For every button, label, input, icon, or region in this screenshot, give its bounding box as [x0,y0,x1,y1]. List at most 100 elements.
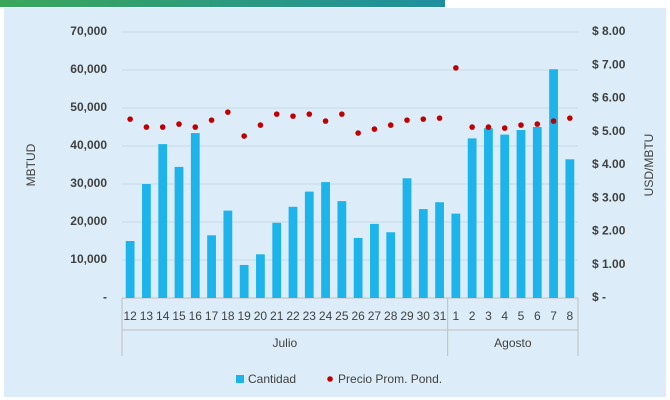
bar [190,133,200,298]
header-strip [0,0,445,7]
bar [370,223,379,298]
bar [549,69,558,299]
y2-tick-label: $ 7.00 [592,57,626,71]
bar [484,128,493,298]
x-tick-label: 29 [400,309,414,323]
x-tick-label: 20 [254,309,268,323]
x-tick-label: 5 [518,309,525,323]
group-label: Agosto [494,336,532,350]
bar [321,182,330,298]
price-dot [339,111,345,117]
x-tick-label: 8 [567,309,574,323]
bar [223,210,233,298]
bar [174,166,184,298]
bar [158,144,168,298]
x-tick-label: 28 [384,309,398,323]
legend-swatch [236,375,244,383]
y2-axis-title: USD/MBTU [642,134,656,197]
legend-swatch [327,376,333,382]
price-dot [355,130,361,136]
bar [565,159,575,298]
legend-label: Precio Prom. Pond. [338,372,442,386]
x-tick-label: 17 [205,309,219,323]
y-tick-label: 30,000 [70,176,107,190]
x-tick-label: 23 [303,309,317,323]
bar [256,254,265,298]
x-tick-label: 30 [417,309,431,323]
bar [467,138,477,298]
x-tick-label: 22 [286,309,300,323]
x-tick-label: 7 [550,309,557,323]
x-tick-label: 6 [534,309,541,323]
price-dot [420,116,427,122]
bar [532,127,542,298]
y2-tick-label: $ 5.00 [592,124,626,138]
x-tick-label: 15 [172,309,186,323]
y2-tick-label: $ 2.00 [592,224,626,238]
x-tick-label: 25 [335,309,349,323]
price-dot [518,122,524,128]
x-tick-label: 12 [123,309,137,323]
y-tick-label: 70,000 [70,24,107,38]
x-tick-label: 2 [469,309,476,323]
price-dot [453,65,459,71]
bar [142,184,151,298]
y2-tick-label: $ 3.00 [592,190,626,204]
price-dot [371,126,378,132]
y-tick-label: 50,000 [70,100,107,114]
bar [451,213,461,298]
bar [125,241,135,298]
bar [386,232,396,298]
y2-tick-label: $ 8.00 [592,24,626,38]
x-tick-label: 14 [156,309,170,323]
y-tick-label: 40,000 [70,138,107,152]
y2-tick-label: $ 4.00 [592,157,626,171]
price-dot [567,115,573,121]
price-dot [208,117,215,123]
x-tick-label: 1 [453,309,460,323]
bar [516,130,526,298]
price-dot [225,109,231,115]
bar [337,201,347,298]
price-dot [550,118,557,124]
x-tick-label: 13 [140,309,154,323]
x-tick-label: 24 [319,309,333,323]
y2-tick-label: $ 6.00 [592,91,626,105]
price-dot [290,113,296,119]
price-dot [469,124,475,130]
y-tick-label: 20,000 [70,214,107,228]
price-dot [176,121,182,127]
group-label: Julio [273,336,298,350]
x-tick-label: 3 [485,309,492,323]
x-tick-label: 4 [501,309,508,323]
price-dot [534,121,541,127]
bar [435,202,444,298]
y2-tick-label: $ 1.00 [592,257,626,271]
x-tick-label: 18 [221,309,235,323]
price-dot [501,125,508,131]
price-dot [322,118,329,124]
price-dot [436,115,443,121]
price-dot [387,122,394,128]
bar [402,178,412,298]
y-axis-title: MBTUD [24,143,38,186]
y-tick-label: 60,000 [70,62,107,76]
x-tick-label: 27 [368,309,382,323]
price-dot [485,124,492,130]
x-tick-label: 16 [189,309,203,323]
bar [239,264,249,298]
price-dot [143,124,150,130]
bar [288,206,298,298]
price-dot [241,133,247,139]
price-dot [257,122,264,128]
y-tick-label: 10,000 [70,252,107,266]
bar [500,134,510,298]
y2-tick-label: $ - [592,290,606,304]
x-tick-label: 26 [351,309,365,323]
legend-label: Cantidad [248,372,296,386]
x-tick-label: 19 [237,309,251,323]
price-dot [192,124,199,130]
x-tick-label: 31 [433,309,447,323]
